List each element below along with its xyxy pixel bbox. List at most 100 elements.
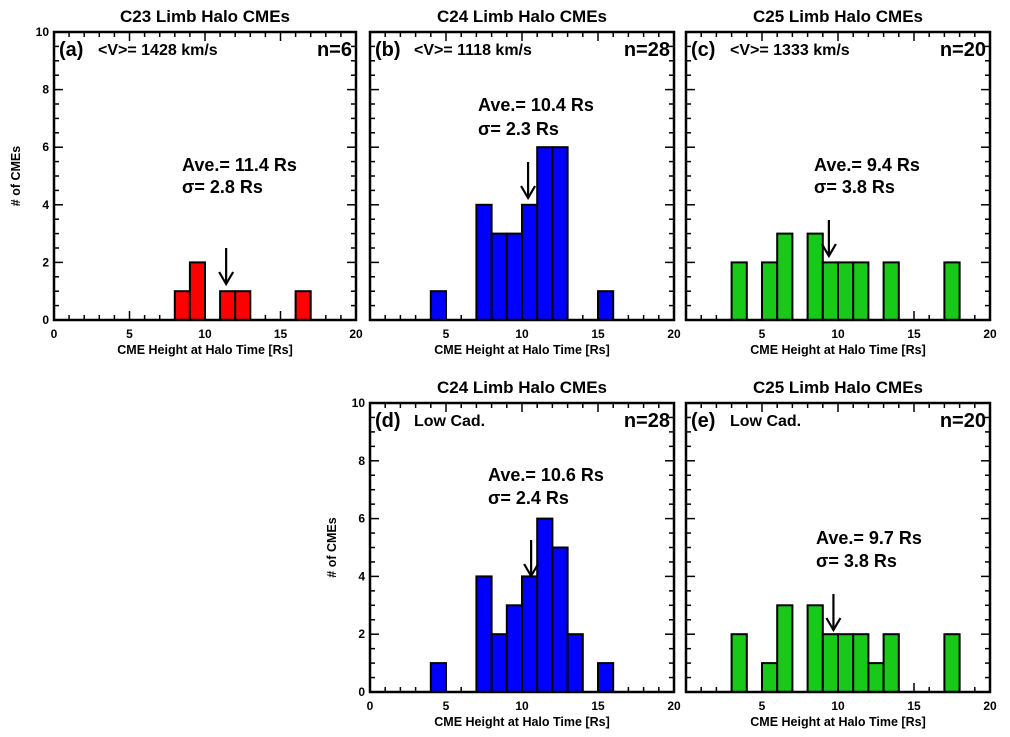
bar-a-11 [219,290,237,322]
sigma-label-b: σ= 2.3 Rs [478,119,559,139]
y-tick-label-d: 0 [358,685,365,699]
n-label-d: n=28 [624,410,670,432]
n-label-c: n=20 [940,39,986,61]
y-tick-label-d: 4 [358,569,365,583]
bar-b-10 [521,203,539,321]
x-tick-label-e: 5 [759,699,766,713]
mean-arrow-head-d [523,563,540,579]
y-tick-label-a: 4 [42,198,49,212]
bar-c-8 [806,232,824,322]
bar-e-8 [806,604,824,693]
sigma-label-d: σ= 2.4 Rs [488,488,569,508]
mean-arrow-head-c [820,243,837,259]
velocity-label-b: <V>= 1118 km/s [414,42,532,59]
n-label-a: n=6 [317,39,352,61]
bar-c-13 [882,261,900,321]
y-tick-label-d: 6 [358,512,365,526]
bar-b-11 [536,146,554,321]
x-tick-label-b: 15 [591,327,605,341]
panel-title-d: C24 Limb Halo CMEs [437,378,607,397]
bar-e-11 [852,633,870,694]
bar-e-17 [943,633,961,694]
panel-label-e: (e) [691,410,715,432]
x-tick-label-b: 20 [667,327,681,341]
sigma-label-c: σ= 3.8 Rs [814,177,895,197]
bar-b-7 [475,203,493,321]
x-tick-label-e: 20 [983,699,997,713]
x-axis-label-a: CME Height at Halo Time [Rs] [117,343,292,357]
average-label-b: Ave.= 10.4 Rs [478,95,594,115]
sigma-label-a: σ= 2.8 Rs [182,177,263,197]
panel-title-a: C23 Limb Halo CMEs [120,7,290,26]
panel-d: 0 5 10 15 20 0 2 4 6 8 10 C24 Limb Halo CMEs CME Hei… [325,378,681,729]
x-axis-label-b: CME Height at Halo Time [Rs] [434,343,609,357]
n-label-b: n=28 [624,39,670,61]
x-axis-label-d: CME Height at Halo Time [Rs] [434,715,609,729]
y-tick-label-a: 0 [42,313,49,327]
y-tick-label-a: 6 [42,140,49,154]
bar-c-17 [943,261,961,321]
bar-c-3 [730,261,748,321]
bar-c-6 [776,232,794,322]
bar-c-5 [761,261,779,321]
x-tick-label-c: 10 [831,327,845,341]
x-tick-label-d: 5 [443,699,450,713]
velocity-label-e: Low Cad. [730,413,801,430]
bar-a-16 [294,290,312,322]
bar-b-8 [490,232,508,322]
x-tick-label-c: 15 [907,327,921,341]
bar-a-9 [188,261,206,321]
bar-e-6 [776,604,794,693]
panel-label-c: (c) [691,39,715,61]
mean-arrow-head-e [825,617,842,633]
bar-d-11 [536,517,554,693]
x-tick-label-a: 10 [198,327,212,341]
panel-a: 0 5 10 15 20 0 2 4 6 8 10 C23 Limb Halo CMEs CME Hei… [9,7,363,357]
bar-a-8 [173,290,191,322]
bar-d-13 [566,633,584,694]
y-tick-label-a: 8 [42,83,49,97]
x-tick-label-a: 5 [126,327,133,341]
bar-b-4 [429,290,447,322]
bar-d-7 [475,575,493,694]
bar-c-11 [852,261,870,321]
bar-b-15 [597,290,615,322]
panel-b: 5 10 15 20 C24 Limb Halo CMEs CME Height at H… [368,7,681,357]
y-tick-label-d: 8 [358,454,365,468]
n-label-e: n=20 [940,410,986,432]
bar-d-9 [505,604,523,693]
x-tick-label-a: 20 [349,327,363,341]
x-tick-label-d: 15 [591,699,605,713]
y-tick-label-d: 10 [352,396,366,410]
y-axis-label-a: # of CMEs [9,146,23,206]
bar-e-5 [761,662,779,693]
x-tick-label-d: 0 [367,699,374,713]
bar-d-10 [521,575,539,694]
bar-e-9 [821,633,839,694]
bar-e-10 [837,633,855,694]
x-tick-label-e: 15 [907,699,921,713]
bar-c-9 [821,261,839,321]
x-tick-label-b: 10 [515,327,529,341]
x-tick-label-c: 20 [983,327,997,341]
panel-c: 5 10 15 20 C25 Limb Halo CMEs CME Height at H… [684,7,997,357]
panel-label-d: (d) [375,410,401,432]
panel-title-e: C25 Limb Halo CMEs [753,378,923,397]
x-tick-label-c: 5 [759,327,766,341]
velocity-label-a: <V>= 1428 km/s [98,42,218,59]
average-label-d: Ave.= 10.6 Rs [488,465,604,485]
y-tick-label-a: 2 [42,255,49,269]
sigma-label-e: σ= 3.8 Rs [816,551,897,571]
bar-d-4 [429,662,447,693]
bar-b-9 [505,232,523,322]
bar-e-3 [730,633,748,694]
velocity-label-c: <V>= 1333 km/s [730,42,850,59]
mean-arrow-head-a [218,271,235,287]
average-label-e: Ave.= 9.7 Rs [816,528,922,548]
y-axis-label-d: # of CMEs [325,517,339,577]
velocity-label-d: Low Cad. [414,413,485,430]
bar-c-10 [837,261,855,321]
bar-d-15 [597,662,615,693]
x-tick-label-b: 5 [443,327,450,341]
x-tick-label-d: 10 [515,699,529,713]
